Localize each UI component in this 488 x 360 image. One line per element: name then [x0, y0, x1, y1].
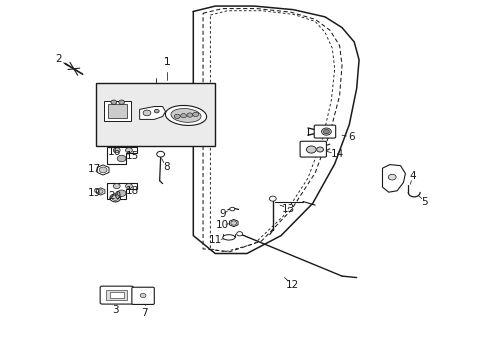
Text: 15: 15 — [125, 150, 139, 161]
Text: 7: 7 — [141, 308, 147, 318]
Text: 16: 16 — [107, 147, 121, 157]
Circle shape — [98, 190, 103, 193]
Circle shape — [230, 221, 236, 225]
Polygon shape — [107, 147, 137, 164]
Text: 14: 14 — [330, 149, 343, 159]
Polygon shape — [382, 165, 405, 192]
Text: 18: 18 — [125, 186, 139, 196]
Text: 13: 13 — [281, 204, 294, 214]
Circle shape — [110, 194, 121, 202]
Bar — [106, 290, 127, 300]
Circle shape — [113, 184, 120, 189]
Circle shape — [125, 148, 132, 153]
FancyBboxPatch shape — [100, 286, 133, 304]
Polygon shape — [140, 107, 165, 120]
Bar — [104, 101, 131, 121]
Circle shape — [316, 147, 323, 152]
Text: 20: 20 — [108, 191, 122, 201]
Circle shape — [236, 231, 242, 236]
Text: 2: 2 — [55, 54, 61, 64]
Ellipse shape — [171, 108, 201, 122]
Circle shape — [111, 100, 117, 104]
Circle shape — [186, 113, 192, 117]
Circle shape — [117, 190, 126, 197]
Polygon shape — [107, 183, 137, 199]
Circle shape — [113, 148, 120, 153]
Text: 17: 17 — [87, 164, 101, 174]
Circle shape — [387, 174, 395, 180]
Circle shape — [125, 184, 132, 189]
Text: 10: 10 — [216, 220, 229, 230]
Text: 11: 11 — [208, 235, 222, 245]
Circle shape — [269, 196, 276, 201]
Ellipse shape — [165, 105, 206, 125]
Circle shape — [117, 155, 126, 162]
Circle shape — [229, 207, 234, 211]
Text: 3: 3 — [112, 305, 119, 315]
Bar — [96, 83, 215, 146]
FancyBboxPatch shape — [132, 287, 154, 305]
FancyBboxPatch shape — [314, 125, 335, 138]
Ellipse shape — [223, 235, 235, 240]
Text: 8: 8 — [163, 162, 169, 172]
Text: 1: 1 — [164, 57, 170, 67]
Bar — [108, 104, 127, 118]
Bar — [110, 292, 123, 298]
Circle shape — [174, 114, 180, 118]
Text: 4: 4 — [408, 171, 415, 181]
Text: 12: 12 — [285, 280, 298, 290]
Circle shape — [143, 110, 151, 116]
Circle shape — [321, 128, 330, 135]
Text: 9: 9 — [219, 209, 225, 219]
Text: 5: 5 — [421, 197, 427, 207]
Circle shape — [323, 130, 329, 134]
Circle shape — [119, 100, 124, 104]
Text: 6: 6 — [348, 132, 354, 142]
Circle shape — [99, 167, 107, 173]
Circle shape — [192, 112, 198, 117]
Circle shape — [157, 151, 164, 157]
Circle shape — [180, 113, 186, 118]
Circle shape — [140, 293, 146, 298]
FancyBboxPatch shape — [300, 141, 326, 157]
Circle shape — [154, 109, 159, 113]
Circle shape — [306, 146, 316, 153]
Text: 1: 1 — [164, 57, 170, 67]
Text: 19: 19 — [87, 188, 101, 198]
Circle shape — [112, 195, 119, 201]
